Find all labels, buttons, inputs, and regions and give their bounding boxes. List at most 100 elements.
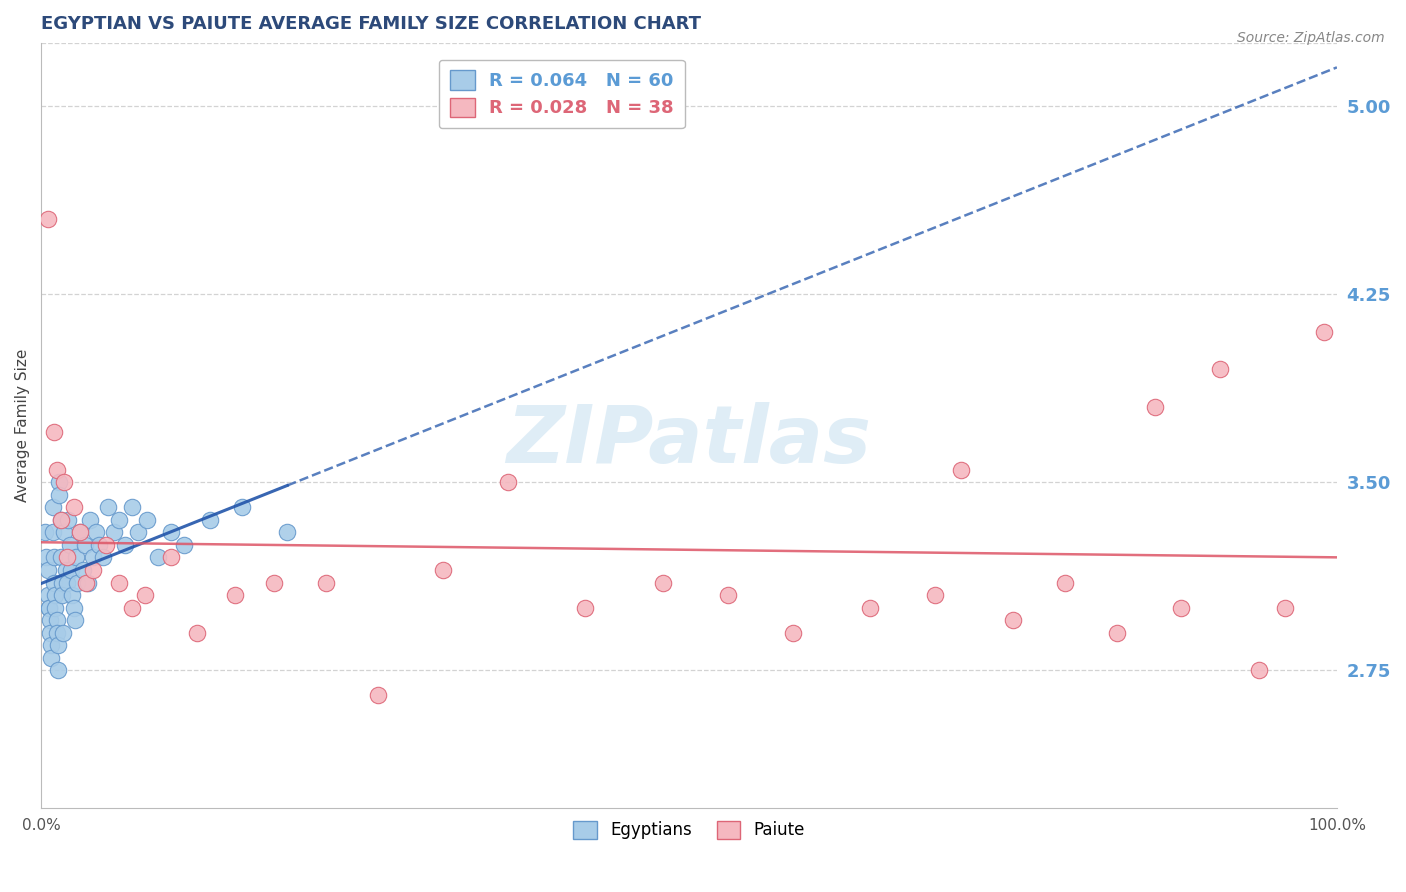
Point — [34, 525, 56, 540]
Point — [159, 525, 181, 540]
Point — [69, 525, 91, 540]
Point — [35, 550, 58, 565]
Point — [38, 600, 60, 615]
Legend: Egyptians, Paiute: Egyptians, Paiute — [567, 814, 811, 846]
Point — [127, 525, 149, 540]
Point — [75, 575, 97, 590]
Point — [53, 475, 76, 490]
Point — [82, 550, 104, 565]
Point — [53, 525, 76, 540]
Point — [782, 625, 804, 640]
Point — [1274, 600, 1296, 615]
Point — [94, 538, 117, 552]
Point — [58, 513, 80, 527]
Point — [1001, 613, 1024, 627]
Point — [652, 575, 675, 590]
Point — [42, 550, 65, 565]
Point — [859, 600, 882, 615]
Point — [315, 575, 337, 590]
Point — [56, 575, 79, 590]
Point — [496, 475, 519, 490]
Point — [69, 525, 91, 540]
Point — [89, 538, 111, 552]
Point — [1053, 575, 1076, 590]
Point — [1170, 600, 1192, 615]
Point — [72, 563, 94, 577]
Point — [717, 588, 740, 602]
Point — [42, 575, 65, 590]
Point — [41, 650, 63, 665]
Point — [103, 525, 125, 540]
Point — [432, 563, 454, 577]
Point — [49, 550, 72, 565]
Point — [1105, 625, 1128, 640]
Point — [367, 689, 389, 703]
Point — [1209, 362, 1232, 376]
Point — [159, 550, 181, 565]
Point — [66, 575, 89, 590]
Point — [224, 588, 246, 602]
Point — [38, 600, 60, 615]
Point — [75, 538, 97, 552]
Point — [114, 538, 136, 552]
Point — [186, 625, 208, 640]
Point — [46, 664, 69, 678]
Point — [45, 613, 67, 627]
Point — [121, 500, 143, 515]
Point — [574, 600, 596, 615]
Point — [42, 425, 65, 439]
Point — [146, 550, 169, 565]
Point — [60, 588, 83, 602]
Point — [276, 525, 298, 540]
Point — [51, 588, 73, 602]
Point — [198, 513, 221, 527]
Point — [136, 513, 159, 527]
Point — [42, 500, 65, 515]
Point — [59, 538, 82, 552]
Point — [82, 563, 104, 577]
Point — [84, 525, 107, 540]
Point — [59, 563, 82, 577]
Point — [39, 613, 62, 627]
Text: EGYPTIAN VS PAIUTE AVERAGE FAMILY SIZE CORRELATION CHART: EGYPTIAN VS PAIUTE AVERAGE FAMILY SIZE C… — [41, 15, 702, 33]
Point — [173, 538, 195, 552]
Point — [108, 513, 131, 527]
Point — [63, 613, 86, 627]
Point — [263, 575, 285, 590]
Point — [51, 575, 73, 590]
Text: Source: ZipAtlas.com: Source: ZipAtlas.com — [1237, 31, 1385, 45]
Point — [52, 625, 75, 640]
Y-axis label: Average Family Size: Average Family Size — [15, 349, 30, 502]
Point — [62, 500, 84, 515]
Point — [48, 488, 70, 502]
Text: ZIPatlas: ZIPatlas — [506, 402, 872, 480]
Point — [231, 500, 253, 515]
Point — [55, 563, 77, 577]
Point — [37, 563, 59, 577]
Point — [91, 550, 114, 565]
Point — [42, 525, 65, 540]
Point — [48, 475, 70, 490]
Point — [44, 600, 66, 615]
Point — [37, 588, 59, 602]
Point — [65, 550, 87, 565]
Point — [45, 625, 67, 640]
Point — [62, 600, 84, 615]
Point — [49, 513, 72, 527]
Point — [56, 550, 79, 565]
Point — [121, 600, 143, 615]
Point — [37, 211, 59, 226]
Point — [950, 462, 973, 476]
Point — [49, 513, 72, 527]
Point — [39, 625, 62, 640]
Point — [1313, 325, 1336, 339]
Point — [97, 500, 120, 515]
Point — [924, 588, 946, 602]
Point — [134, 588, 156, 602]
Point — [79, 513, 101, 527]
Point — [41, 638, 63, 652]
Point — [76, 575, 98, 590]
Point — [1144, 400, 1167, 414]
Point — [108, 575, 131, 590]
Point — [45, 462, 67, 476]
